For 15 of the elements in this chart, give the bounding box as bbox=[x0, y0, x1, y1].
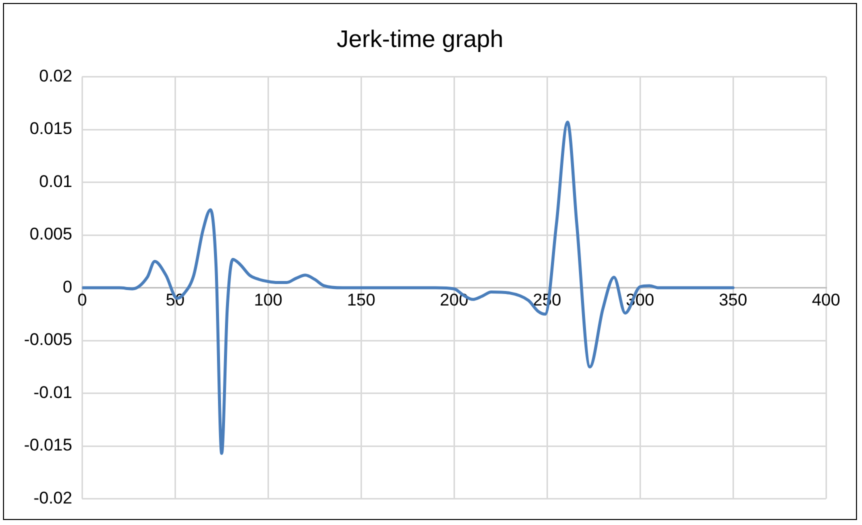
x-tick-label: 150 bbox=[346, 290, 376, 310]
y-tick-label: -0.01 bbox=[33, 382, 72, 402]
x-tick-label: 100 bbox=[254, 290, 282, 310]
y-tick-label: 0.02 bbox=[39, 66, 72, 86]
y-tick-label: 0.015 bbox=[30, 119, 72, 138]
x-tick-label: 0 bbox=[77, 290, 87, 310]
x-tick-label: 400 bbox=[812, 290, 840, 310]
y-tick-label: -0.02 bbox=[33, 488, 72, 508]
x-tick-label: 350 bbox=[718, 290, 748, 310]
y-tick-label: -0.015 bbox=[24, 436, 72, 455]
chart-title: Jerk-time graph bbox=[336, 26, 504, 54]
y-tick-label: 0.01 bbox=[39, 172, 72, 191]
y-tick-label: -0.005 bbox=[24, 330, 72, 350]
y-tick-label: 0 bbox=[62, 277, 72, 296]
y-tick-label: 0.005 bbox=[30, 224, 72, 244]
